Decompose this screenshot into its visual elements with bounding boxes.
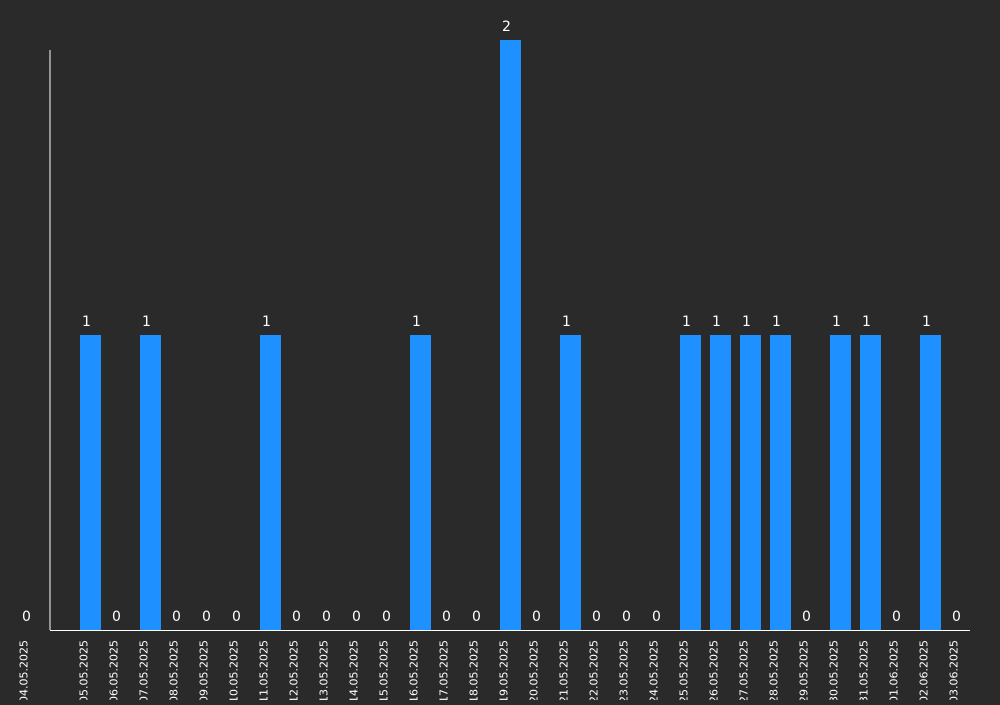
x-tick-label-03.06.2025: 03.06.2025 [948,640,961,700]
x-tick-label-31.05.2025: 31.05.2025 [858,640,871,700]
x-tick-label-24.05.2025: 24.05.2025 [648,640,661,700]
bar-30.05.2025 [830,335,851,630]
bar-25.05.2025 [680,335,701,630]
data-label-08.05.2025: 0 [172,609,181,625]
x-tick-label-07.05.2025: 07.05.2025 [138,640,151,700]
data-label-03.06.2025: 0 [952,609,961,625]
x-tick-label-14.05.2025: 14.05.2025 [348,640,361,700]
x-tick-label-20.05.2025: 20.05.2025 [528,640,541,700]
x-tick-label-06.05.2025: 06.05.2025 [108,640,121,700]
x-tick-label-18.05.2025: 18.05.2025 [468,640,481,700]
data-label-30.05.2025: 1 [832,314,841,330]
bar-07.05.2025 [140,335,161,630]
x-tick-label-08.05.2025: 08.05.2025 [168,640,181,700]
data-label-31.05.2025: 1 [862,314,871,330]
x-tick-label-26.05.2025: 26.05.2025 [708,640,721,700]
data-labels-layer: 0 1 0 1 0 0 0 1 0 0 0 0 1 0 0 2 0 1 0 0 0 1 1 1 1 0 1 1 0 1 0 [22,19,961,625]
x-tick-labels-layer: 04.05.2025 05.05.2025 06.05.2025 07.05.2025… [18,640,961,703]
x-tick-label-04.05.2025: 04.05.2025 [18,640,31,700]
data-label-12.05.2025: 0 [292,609,301,625]
bar-19.05.2025 [500,40,521,630]
data-label-04.05.2025: 0 [22,609,31,625]
data-label-16.05.2025: 1 [412,314,421,330]
bar-31.05.2025 [860,335,881,630]
bar-05.05.2025 [80,335,101,630]
x-tick-label-10.05.2025: 10.05.2025 [228,640,241,700]
data-label-01.06.2025: 0 [892,609,901,625]
x-tick-label-13.05.2025: 13.05.2025 [318,640,331,700]
x-tick-label-02.06.2025: 02.06.2025 [918,640,931,700]
data-label-14.05.2025: 0 [352,609,361,625]
x-tick-label-30.05.2025: 30.05.2025 [828,640,841,700]
x-tick-label-09.05.2025: 09.05.2025 [198,640,211,700]
data-label-18.05.2025: 0 [472,609,481,625]
data-label-27.05.2025: 1 [742,314,751,330]
bar-11.05.2025 [260,335,281,630]
data-label-07.05.2025: 1 [142,314,151,330]
bar-16.05.2025 [410,335,431,630]
x-tick-label-05.05.2025: 05.05.2025 [78,640,91,700]
data-label-19.05.2025: 2 [502,19,511,35]
data-label-22.05.2025: 0 [592,609,601,625]
data-label-21.05.2025: 1 [562,314,571,330]
x-tick-label-22.05.2025: 22.05.2025 [588,640,601,700]
bar-28.05.2025 [770,335,791,630]
x-tick-label-12.05.2025: 12.05.2025 [288,640,301,700]
x-tick-label-28.05.2025: 28.05.2025 [768,640,781,700]
x-tick-label-19.05.2025: 19.05.2025 [498,640,511,700]
data-label-17.05.2025: 0 [442,609,451,625]
data-label-02.06.2025: 1 [922,314,931,330]
data-label-20.05.2025: 0 [532,609,541,625]
data-label-29.05.2025: 0 [802,609,811,625]
bar-21.05.2025 [560,335,581,630]
data-label-09.05.2025: 0 [202,609,211,625]
x-tick-label-15.05.2025: 15.05.2025 [378,640,391,700]
data-label-26.05.2025: 1 [712,314,721,330]
bar-02.06.2025 [920,335,941,630]
data-label-05.05.2025: 1 [82,314,91,330]
bar-27.05.2025 [740,335,761,630]
data-label-23.05.2025: 0 [622,609,631,625]
data-label-15.05.2025: 0 [382,609,391,625]
data-label-13.05.2025: 0 [322,609,331,625]
x-tick-label-21.05.2025: 21.05.2025 [558,640,571,700]
data-label-11.05.2025: 1 [262,314,271,330]
x-tick-label-25.05.2025: 25.05.2025 [678,640,691,700]
data-label-10.05.2025: 0 [232,609,241,625]
x-tick-label-11.05.2025: 11.05.2025 [258,640,271,700]
bars-layer [80,40,941,630]
x-tick-label-17.05.2025: 17.05.2025 [438,640,451,700]
data-label-25.05.2025: 1 [682,314,691,330]
x-tick-label-27.05.2025: 27.05.2025 [738,640,751,700]
data-label-06.05.2025: 0 [112,609,121,625]
x-tick-label-29.05.2025: 29.05.2025 [798,640,811,700]
data-label-28.05.2025: 1 [772,314,781,330]
x-tick-label-01.06.2025: 01.06.2025 [888,640,901,700]
data-label-24.05.2025: 0 [652,609,661,625]
x-tick-label-16.05.2025: 16.05.2025 [408,640,421,700]
x-tick-label-23.05.2025: 23.05.2025 [618,640,631,700]
bar-26.05.2025 [710,335,731,630]
